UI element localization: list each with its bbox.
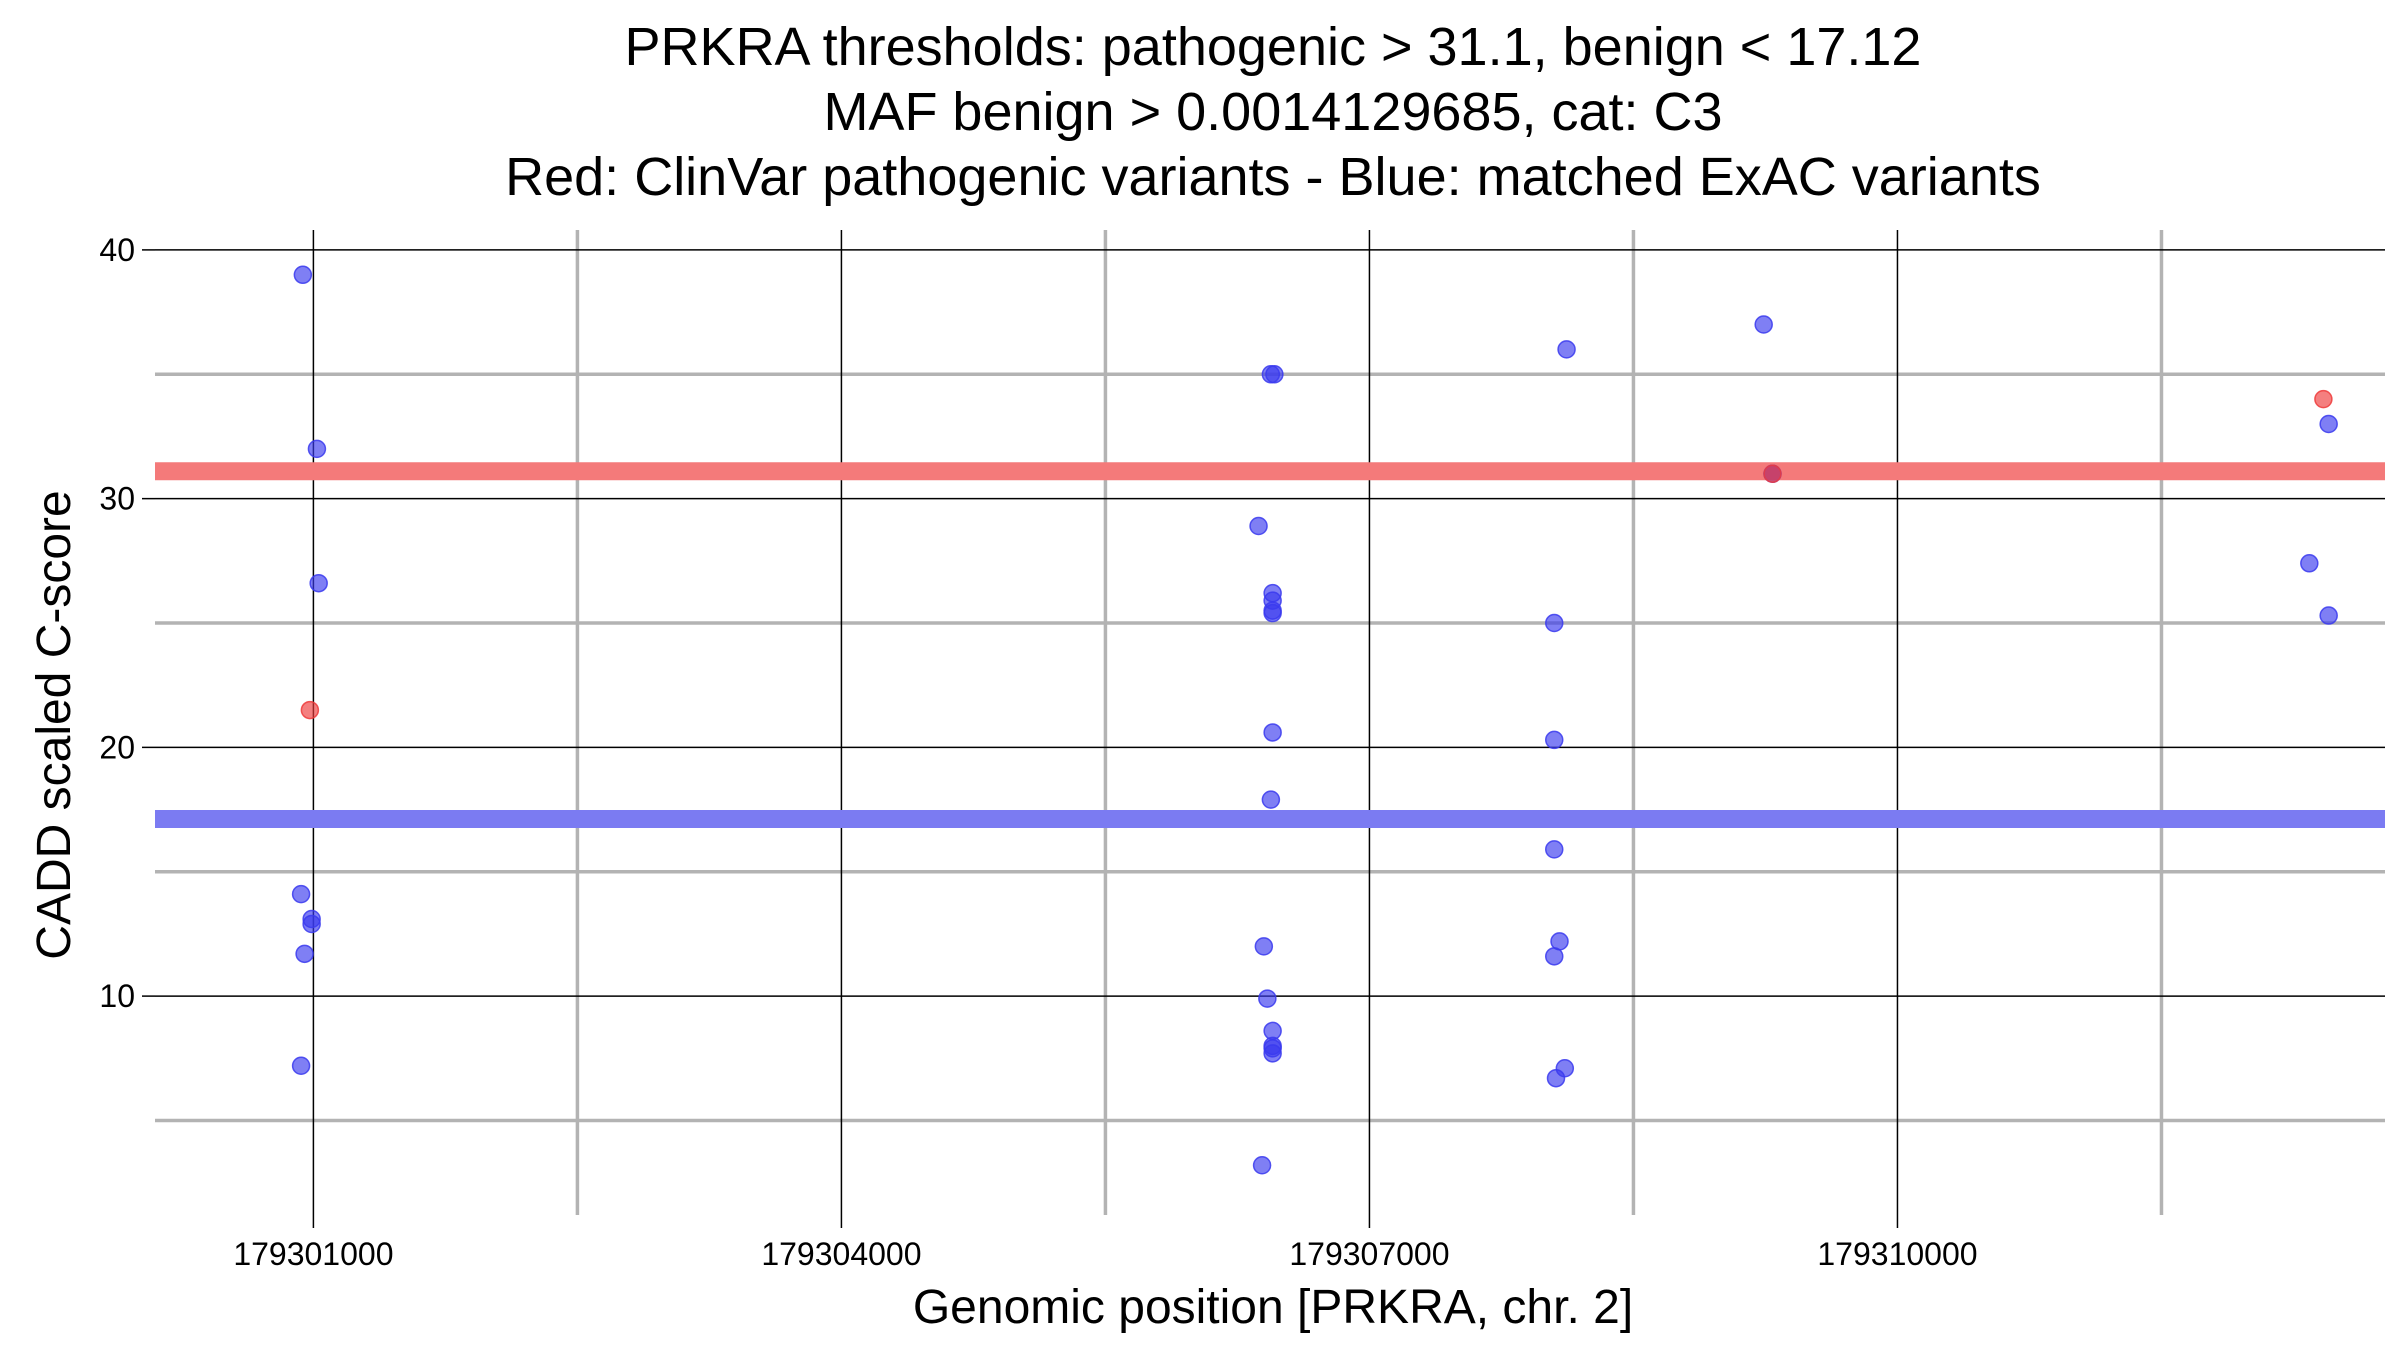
data-point-0-34 xyxy=(2300,554,2319,573)
data-point-0-26 xyxy=(1545,730,1564,750)
data-point-0-0 xyxy=(293,265,313,285)
data-point-0-7 xyxy=(291,1056,311,1076)
minor-gridlines xyxy=(155,230,2385,1215)
data-point-0-2 xyxy=(309,573,328,593)
data-point-1-1 xyxy=(1763,464,1782,484)
data-point-0-27 xyxy=(1545,840,1564,859)
y-tick-label-3: 40 xyxy=(99,232,135,268)
data-points xyxy=(291,265,2338,1175)
data-point-0-18 xyxy=(1258,989,1277,1008)
data-point-0-23 xyxy=(1252,1156,1272,1175)
threshold-lines xyxy=(155,462,2385,829)
y-tick-label-1: 20 xyxy=(99,729,135,765)
chart-title-line-2: MAF benign > 0.0014129685, cat: C3 xyxy=(823,82,1722,142)
data-point-0-32 xyxy=(1754,315,1773,334)
data-point-0-17 xyxy=(1254,937,1274,956)
data-point-0-22 xyxy=(1263,1044,1282,1063)
data-point-0-1 xyxy=(307,439,327,459)
y-tick-label-2: 30 xyxy=(99,481,135,517)
y-axis-label: CADD scaled C-score xyxy=(28,490,81,959)
x-tick-label-3: 179310000 xyxy=(1817,1236,1977,1272)
x-tick-label-0: 179301000 xyxy=(233,1236,393,1272)
y-tick-label-0: 10 xyxy=(99,978,135,1014)
x-tick-label-1: 179304000 xyxy=(761,1236,921,1272)
data-point-0-14 xyxy=(1263,603,1282,623)
data-point-0-10 xyxy=(1249,516,1268,536)
data-point-0-15 xyxy=(1263,723,1282,742)
data-point-0-29 xyxy=(1545,947,1564,966)
data-point-0-24 xyxy=(1557,340,1576,359)
data-point-0-9 xyxy=(1265,365,1284,384)
data-point-0-3 xyxy=(291,884,311,904)
x-axis-label: Genomic position [PRKRA, chr. 2] xyxy=(913,1281,1633,1334)
x-tick-label-2: 179307000 xyxy=(1289,1236,1449,1272)
data-point-0-25 xyxy=(1545,613,1564,633)
data-point-0-6 xyxy=(295,944,314,964)
data-point-0-31 xyxy=(1546,1068,1566,1088)
data-point-1-2 xyxy=(2314,389,2333,409)
chart-title-line-3: Red: ClinVar pathogenic variants - Blue:… xyxy=(505,147,2041,207)
data-point-0-35 xyxy=(2319,414,2338,434)
y-axis: 10 20 30 40 xyxy=(99,232,155,1014)
data-point-0-5 xyxy=(302,914,321,934)
data-point-1-0 xyxy=(300,700,320,720)
chart-title: PRKRA thresholds: pathogenic > 31.1, ben… xyxy=(505,17,2041,207)
chart-title-line-1: PRKRA thresholds: pathogenic > 31.1, ben… xyxy=(625,17,1922,77)
data-point-0-36 xyxy=(2319,606,2338,625)
data-point-0-16 xyxy=(1261,790,1281,809)
x-axis: 179301000 179304000 179307000 179310000 xyxy=(233,1215,1978,1272)
